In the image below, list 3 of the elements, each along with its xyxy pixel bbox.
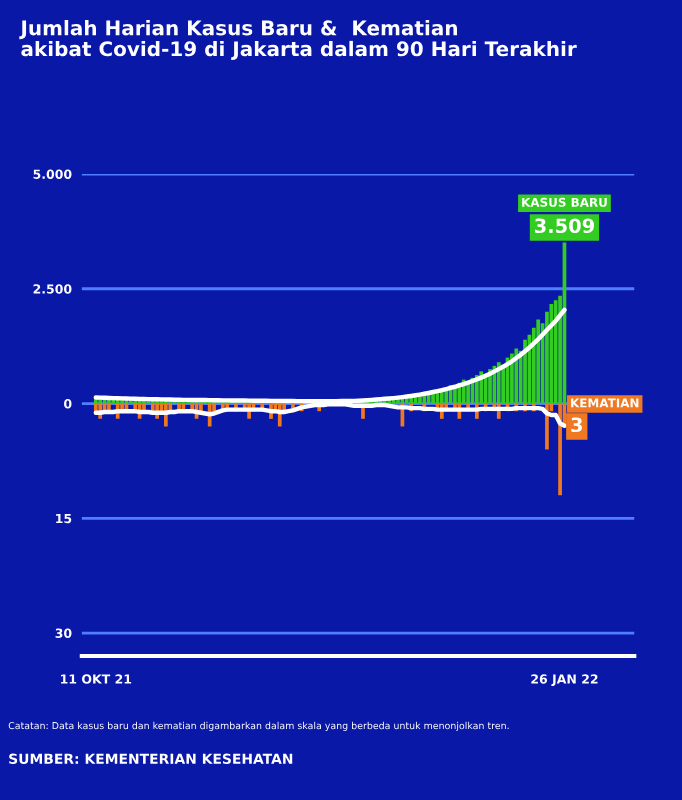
chart-title: Jumlah Harian Kasus Baru & Kematian akibat Covid-19 di Jakarta dalam 90 Hari Terakhir	[19, 20, 577, 61]
data-label: 3.509	[535, 218, 594, 234]
data-label: 3	[571, 417, 582, 433]
